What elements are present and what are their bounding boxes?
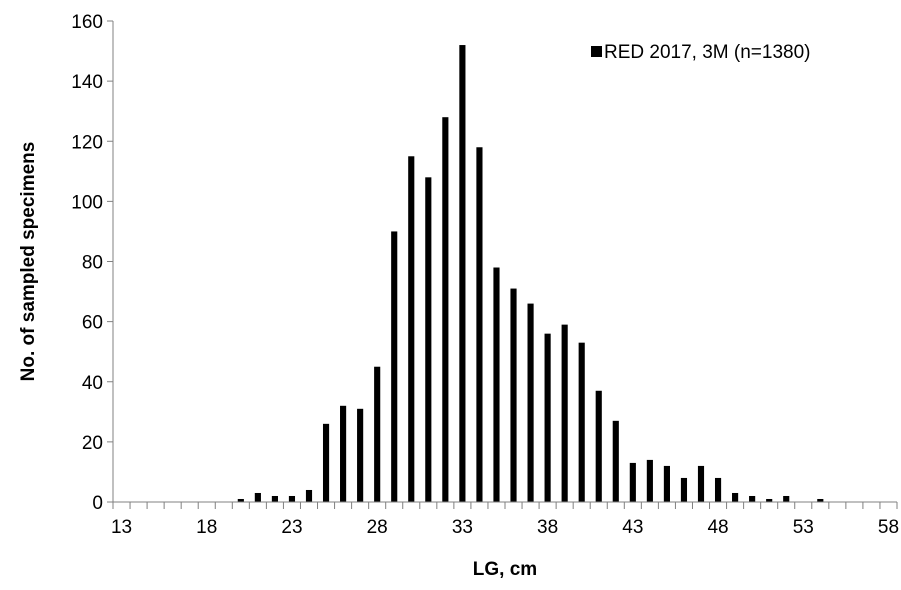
bar-51 [766,498,773,502]
y-tick-label: 120 [71,132,103,153]
bar-20 [237,498,244,502]
bar-29 [391,231,398,502]
bar-50 [749,495,756,502]
y-tick-label: 40 [82,373,103,394]
bar-26 [340,405,347,502]
x-tick-label: 53 [793,517,814,538]
y-axis-ticks: 0 20 40 60 80 100 120 140 160 [71,12,113,514]
bar-33 [459,45,466,503]
bar-47 [697,465,705,502]
bar-48 [714,477,722,502]
bar-43 [629,462,636,502]
x-axis-title: LG, cm [473,559,537,580]
bar-27 [357,408,364,502]
bar-21 [254,492,261,502]
x-tick-label: 58 [878,517,899,538]
bar-31 [425,177,432,502]
bar-38 [544,333,551,502]
y-tick-label: 140 [71,72,103,93]
bar-36 [510,288,517,502]
y-tick-label: 60 [82,313,103,334]
legend-swatch [591,46,602,57]
x-axis-ticks: 13 18 23 28 33 38 43 48 53 58 [111,502,899,538]
bar-46 [680,477,688,502]
bar-45 [663,465,670,502]
y-tick-label: 160 [71,12,103,33]
bars [237,45,824,503]
x-tick-label: 33 [452,517,473,538]
x-tick-label: 43 [622,517,643,538]
bar-25 [322,423,330,502]
x-tick-label: 38 [537,517,558,538]
bar-44 [646,459,653,502]
x-tick-label: 28 [367,517,388,538]
bar-34 [476,147,483,502]
bar-49 [732,492,739,502]
bar-37 [527,303,534,502]
y-axis-title: No. of sampled specimens [18,142,39,382]
bar-54 [817,498,824,502]
bar-40 [578,342,585,502]
bar-41 [595,390,602,502]
y-tick-label: 80 [82,253,103,274]
y-tick-label: 0 [92,493,103,514]
legend: RED 2017, 3M (n=1380) [591,42,810,63]
bar-24 [305,489,313,502]
x-tick-label: 13 [111,517,132,538]
x-tick-label: 18 [196,517,217,538]
bar-22 [271,495,278,502]
axes [112,21,897,503]
bar-35 [493,267,500,502]
bar-30 [408,156,415,502]
bar-42 [612,420,619,502]
bar-28 [374,366,381,502]
bar-52 [783,495,790,502]
y-tick-label: 20 [82,433,103,454]
bar-23 [288,495,296,502]
x-tick-label: 48 [707,517,728,538]
y-tick-label: 100 [71,192,103,213]
x-tick-label: 23 [281,517,302,538]
bar-32 [442,117,449,502]
bar-39 [561,324,568,502]
legend-label: RED 2017, 3M (n=1380) [604,42,810,63]
